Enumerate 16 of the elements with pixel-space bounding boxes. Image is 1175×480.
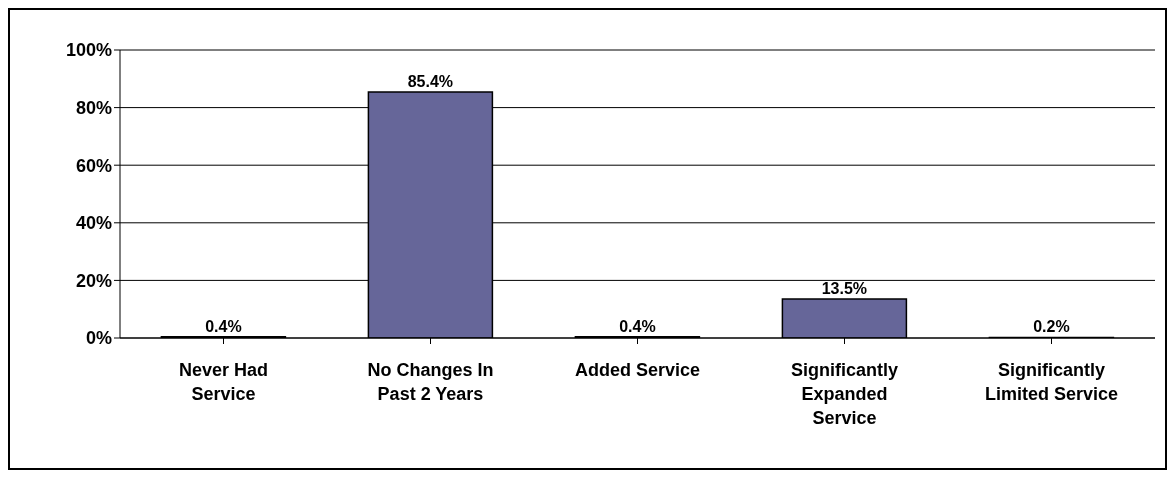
y-tick-label: 0% xyxy=(85,328,112,349)
data-label: 85.4% xyxy=(407,73,454,91)
x-tick-label: Significantly Limited Service xyxy=(984,360,1119,404)
data-label: 0.4% xyxy=(619,317,656,335)
data-label: 0.4% xyxy=(205,317,242,335)
y-tick-label: 60% xyxy=(75,155,112,176)
y-tick-label: 40% xyxy=(75,213,112,234)
x-tick-label: No Changes In Past 2 Years xyxy=(367,360,494,404)
x-tick-label: Significantly Expanded Service xyxy=(790,360,899,428)
x-tick-label: Never Had Service xyxy=(178,360,269,404)
x-tick-label: Added Service xyxy=(574,360,701,380)
data-label: 13.5% xyxy=(821,280,868,298)
data-label: 0.2% xyxy=(1033,318,1070,336)
y-tick-label: 20% xyxy=(75,270,112,291)
y-tick-label: 100% xyxy=(65,40,112,61)
y-tick-label: 80% xyxy=(75,97,112,118)
